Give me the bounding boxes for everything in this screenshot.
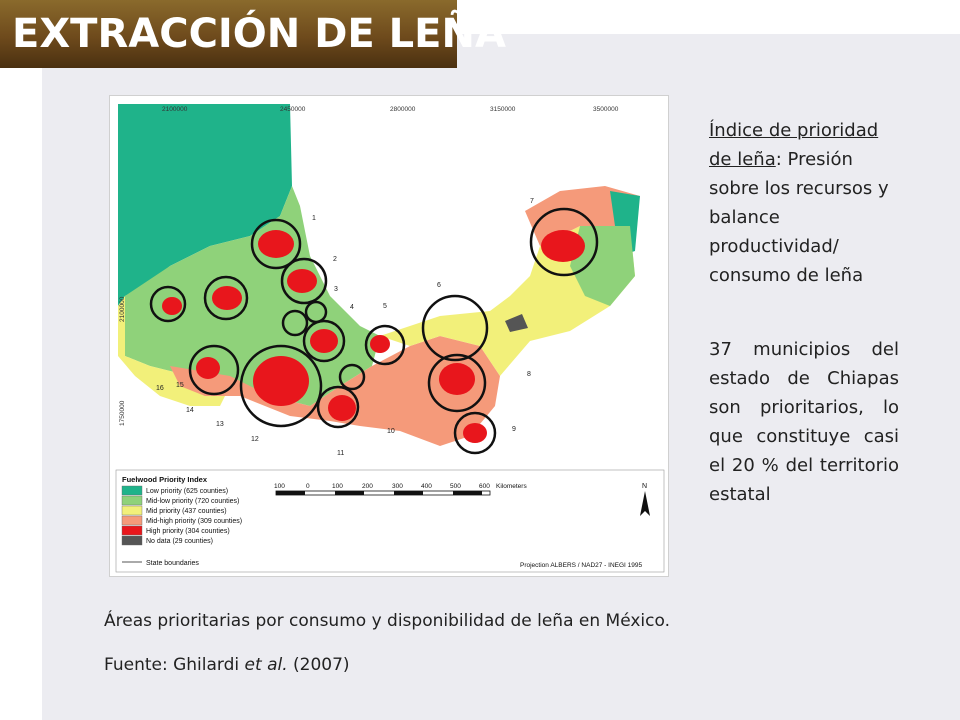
scale-tick-1: 100	[274, 483, 285, 490]
map-region-central-mid	[125, 186, 380, 406]
top-tick-5: 3500000	[593, 106, 619, 113]
map-region-west-mid	[118, 296, 230, 406]
slide-title: EXTRACCIÓN DE LEÑA	[12, 11, 506, 57]
north-label: N	[642, 483, 647, 490]
left-tick-1: 2100000	[119, 296, 126, 322]
circle-label-15: 15	[176, 382, 184, 389]
circle-label-3: 3	[334, 286, 338, 293]
high-priority-patches	[162, 230, 585, 443]
scale-tick-8: 600	[479, 483, 490, 490]
scale-tick-2: 0	[306, 483, 310, 490]
index-definition: Índice de prioridad de leña: Presión sob…	[709, 116, 899, 290]
top-tick-2: 2450000	[280, 106, 306, 113]
circle-label-8: 8	[527, 371, 531, 378]
circle-label-10: 10	[387, 428, 395, 435]
title-banner: EXTRACCIÓN DE LEÑA	[0, 0, 506, 68]
map-legend: Fuelwood Priority Index Low priority (62…	[115, 469, 665, 573]
circle-label-7: 7	[530, 198, 534, 205]
index-description: : Presión sobre los recursos y balance p…	[709, 149, 889, 286]
scale-tick-5: 300	[392, 483, 403, 490]
legend-label-midhigh: Mid-high priority (309 counties)	[146, 518, 242, 525]
map-svg: 1 2 3 4 5 6 7 8 9 10 11 12 13 14 15 16 2…	[115, 104, 665, 573]
legend-label-mid: Mid priority (437 counties)	[146, 508, 227, 515]
scale-bar: 100 0 100 200 300 400 500 600 Kilometers	[274, 483, 527, 496]
source-suffix: (2007)	[287, 655, 350, 675]
legend-swatch-mid	[121, 505, 143, 516]
legend-label-midlow: Mid-low priority (720 counties)	[146, 498, 239, 505]
circle-label-1: 1	[312, 215, 316, 222]
top-tick-1: 2100000	[162, 106, 188, 113]
legend-swatch-high	[121, 525, 143, 536]
circle-label-13: 13	[216, 421, 224, 428]
scale-tick-6: 400	[421, 483, 432, 490]
map-region-north-low	[118, 104, 292, 306]
scale-tick-4: 200	[362, 483, 373, 490]
priority-circles	[149, 207, 599, 455]
legend-swatch-nodata	[121, 535, 143, 546]
fuelwood-priority-map: 1 2 3 4 5 6 7 8 9 10 11 12 13 14 15 16 2…	[109, 95, 669, 577]
legend-swatch-midhigh	[121, 515, 143, 526]
source-citation: Fuente: Ghilardi et al. (2007)	[104, 655, 350, 675]
circle-label-9: 9	[512, 426, 516, 433]
circle-label-14: 14	[186, 407, 194, 414]
projection-label: Projection ALBERS / NAD27 - INEGI 1995	[520, 562, 642, 569]
legend-label-high: High priority (304 counties)	[146, 528, 230, 535]
top-tick-3: 2800000	[390, 106, 416, 113]
scale-tick-3: 100	[332, 483, 343, 490]
legend-boundary-label: State boundaries	[146, 560, 199, 567]
top-tick-4: 3150000	[490, 106, 516, 113]
legend-label-low: Low priority (625 counties)	[146, 488, 228, 495]
map-caption: Áreas prioritarias por consumo y disponi…	[104, 611, 670, 631]
circle-label-6: 6	[437, 282, 441, 289]
scale-tick-7: 500	[450, 483, 461, 490]
map-region-south-midhigh	[170, 336, 500, 446]
north-arrow: N	[640, 483, 650, 516]
map-region-campeche-midlow	[570, 226, 635, 306]
index-term: Índice de prioridad de leña	[709, 120, 879, 170]
circle-label-16: 16	[156, 385, 164, 392]
legend-title: Fuelwood Priority Index	[122, 475, 208, 484]
circle-label-11: 11	[337, 450, 344, 457]
scale-unit: Kilometers	[496, 483, 527, 490]
chiapas-note: 37 municipios del estado de Chiapas son …	[709, 339, 899, 505]
source-prefix: Fuente: Ghilardi	[104, 655, 245, 675]
legend-swatch-low	[121, 485, 143, 496]
left-tick-2: 1750000	[119, 400, 126, 426]
legend-swatch-midlow	[121, 495, 143, 506]
circle-label-4: 4	[350, 304, 354, 311]
legend-label-nodata: No data (29 counties)	[146, 538, 213, 545]
map-region-nodata	[505, 314, 528, 332]
circle-label-2: 2	[333, 256, 337, 263]
circle-label-12: 12	[251, 436, 259, 443]
circle-label-5: 5	[383, 303, 387, 310]
source-et-al: et al.	[244, 655, 288, 675]
